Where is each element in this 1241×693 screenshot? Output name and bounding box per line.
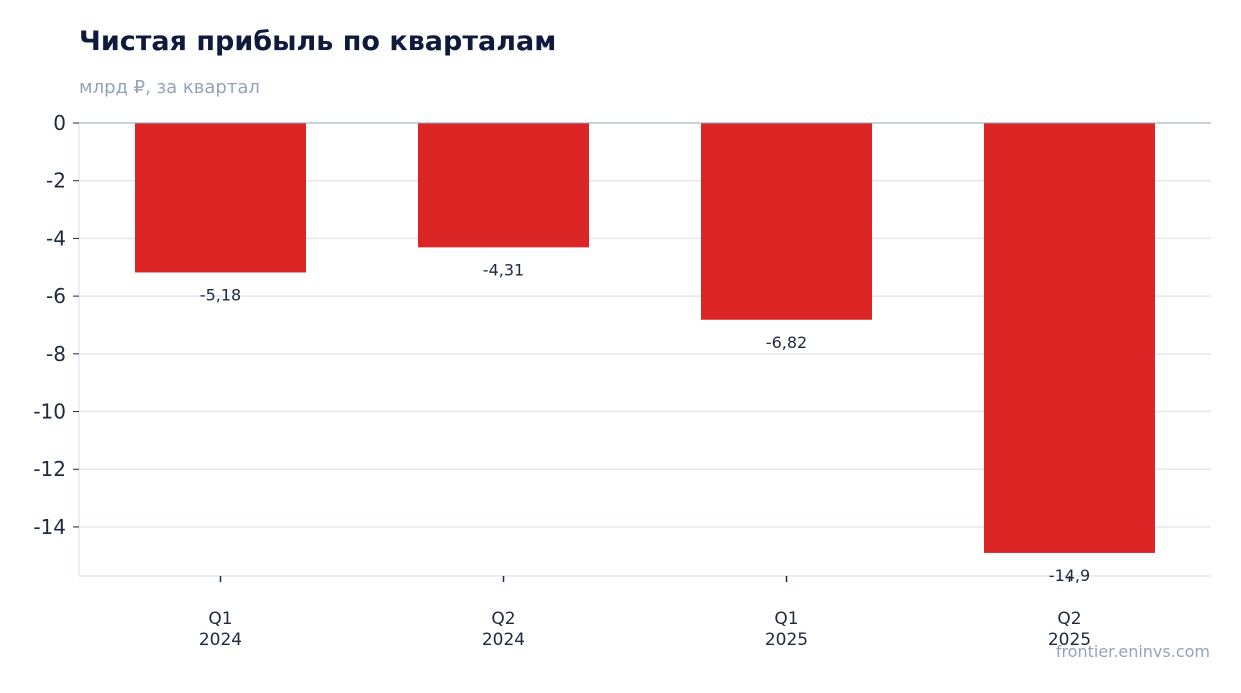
x-tick-label: Q1 <box>774 609 798 629</box>
x-tick-label: Q2 <box>491 609 515 629</box>
x-tick-label: 2024 <box>199 630 242 650</box>
x-tick-label: 2025 <box>765 630 808 650</box>
y-tick-label: -8 <box>46 342 66 366</box>
x-tick-label: Q2 <box>1057 609 1081 629</box>
y-tick-label: -2 <box>46 169 66 193</box>
x-tick-label: 2024 <box>482 630 525 650</box>
source-credit: frontier.eninvs.com <box>1055 642 1210 661</box>
bar <box>418 123 589 248</box>
bar <box>701 123 872 320</box>
chart-subtitle: млрд ₽, за квартал <box>79 77 260 98</box>
y-tick-label: 0 <box>53 111 66 135</box>
x-tick-label: 2025 <box>1048 630 1091 650</box>
x-tick-label: Q1 <box>208 609 232 629</box>
y-tick-label: -14 <box>33 515 66 539</box>
bar-value-label: -4,31 <box>483 260 524 279</box>
y-tick-label: -10 <box>33 400 66 424</box>
y-tick-label: -12 <box>33 457 66 481</box>
bar-value-label: -14,9 <box>1049 566 1090 585</box>
bar <box>984 123 1155 553</box>
y-tick-label: -4 <box>46 226 66 250</box>
bar <box>135 123 306 273</box>
y-tick-label: -6 <box>46 284 66 308</box>
chart-title: Чистая прибыль по кварталам <box>79 26 557 57</box>
bar-value-label: -6,82 <box>766 333 807 352</box>
bar-value-label: -5,18 <box>200 285 241 304</box>
